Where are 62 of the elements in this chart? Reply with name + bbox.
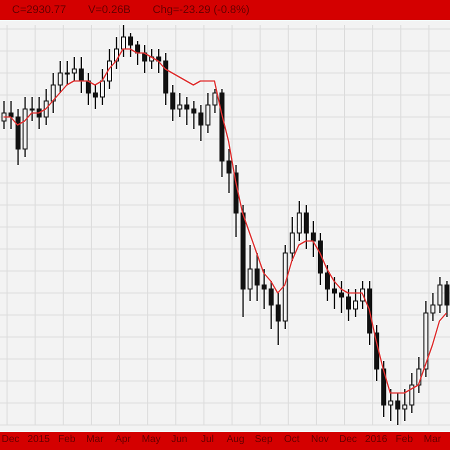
candlestick (304, 204, 309, 250)
x-tick-label: May (142, 434, 161, 445)
candlestick (100, 68, 105, 106)
x-tick-label: Aug (226, 434, 244, 445)
candlestick (339, 280, 344, 314)
candlestick (44, 88, 49, 126)
candlestick (262, 268, 267, 310)
candlestick (50, 72, 56, 114)
candlestick (170, 84, 176, 122)
x-tick-label: Nov (311, 434, 329, 445)
candlestick (205, 92, 210, 134)
candlestick (409, 372, 414, 414)
candlestick (444, 280, 450, 318)
candlestick (92, 84, 98, 110)
candlestick (346, 288, 352, 322)
candlestick (353, 288, 358, 318)
candlestick (437, 276, 442, 314)
x-tick-label: Dec (339, 434, 357, 445)
candlestick (290, 216, 295, 262)
candlestick (276, 292, 281, 346)
x-tick-label: Oct (284, 434, 300, 445)
x-tick-label: Feb (396, 434, 414, 445)
candlestick (184, 96, 190, 126)
candlestick (324, 264, 330, 302)
candlestick (248, 244, 253, 302)
x-tick-label: Mar (86, 434, 104, 445)
x-tick-label: 2016 (365, 434, 388, 445)
text: V=0.26B (88, 4, 131, 16)
x-tick-label: Mar (424, 434, 442, 445)
x-tick-label: Dec (2, 434, 20, 445)
candlestick (128, 32, 134, 58)
candlestick (86, 72, 91, 106)
candlestick (191, 100, 196, 130)
candlestick (402, 388, 408, 422)
candlestick (8, 100, 14, 130)
x-tick-label: Jul (201, 434, 214, 445)
candlestick (226, 148, 232, 194)
text: C=2930.77 (12, 4, 66, 16)
candlestick (268, 280, 274, 330)
candlestick (430, 292, 436, 322)
candlestick (310, 220, 316, 258)
candlestick (388, 388, 394, 422)
candlestick (198, 104, 204, 142)
x-tick-label: Apr (115, 434, 132, 445)
candlestick (212, 88, 218, 114)
candlestick (177, 92, 182, 118)
candlestick (395, 392, 400, 425)
candlestick (254, 252, 260, 302)
x-tick-label: 2015 (28, 434, 50, 445)
candlestick (58, 60, 63, 94)
text: Chg=-23.29 (-0.8%) (152, 4, 250, 16)
candlestick (106, 48, 112, 90)
candlestick (64, 60, 70, 86)
candlestick (72, 56, 77, 82)
x-tick-label: Feb (58, 434, 76, 445)
candlestick (121, 25, 126, 58)
x-tick-label: Sep (254, 434, 274, 445)
candlestick (78, 56, 84, 94)
candlestick (30, 96, 35, 122)
candlestick (332, 276, 337, 310)
x-tick-label: Jun (171, 434, 188, 445)
candlestick (296, 200, 302, 242)
